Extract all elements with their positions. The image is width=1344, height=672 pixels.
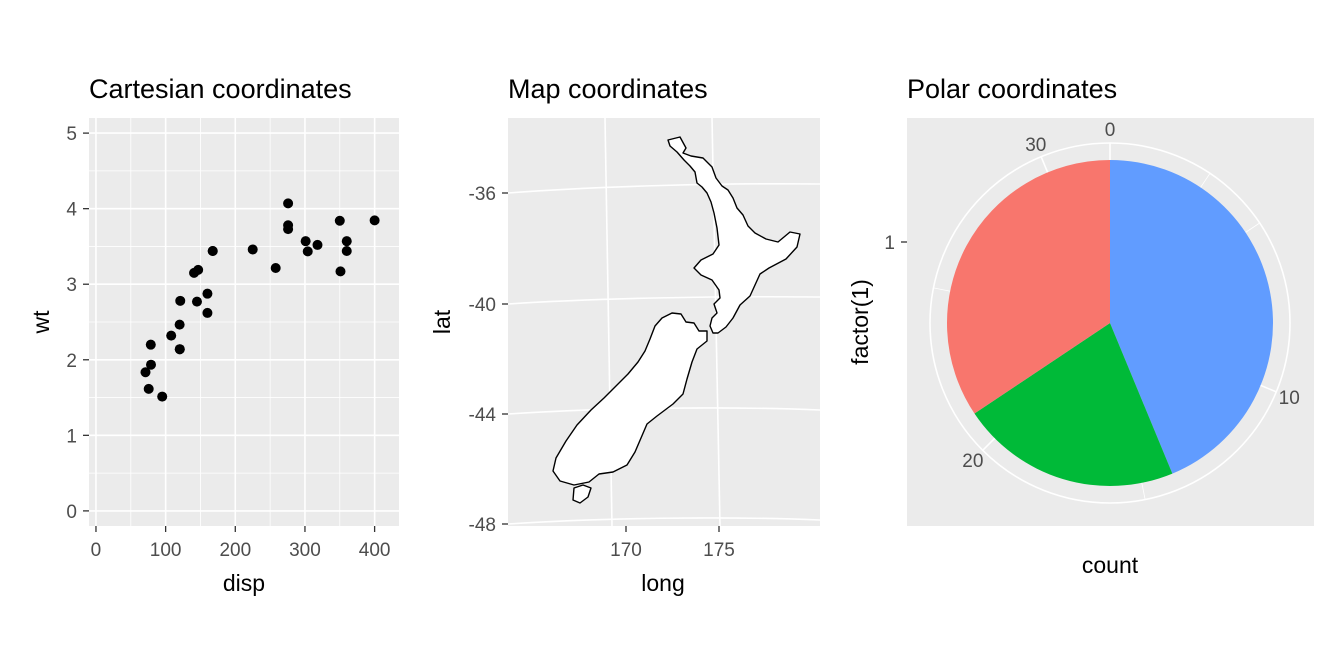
data-point	[300, 236, 311, 247]
map-tick-label-x: 170	[610, 540, 642, 561]
stewart-island-shape	[572, 484, 592, 504]
polar-tick-label-y: 1	[884, 233, 895, 254]
data-point	[146, 359, 156, 370]
data-point	[202, 288, 213, 299]
polar-tick-label: 0	[1105, 120, 1116, 141]
data-point	[202, 307, 213, 318]
cartesian-tick-label-x: 200	[219, 540, 251, 561]
south-island-shape	[552, 312, 708, 486]
data-point	[247, 244, 258, 255]
data-point	[166, 330, 177, 341]
cartesian-tick-label-y: 3	[66, 275, 77, 296]
cartesian-tick-label-x: 300	[289, 540, 321, 561]
cartesian-tick-label-x: 0	[91, 540, 102, 561]
new-zealand-map	[552, 136, 801, 504]
map-xlabel: long	[641, 570, 684, 596]
map-ticks: 170 175 -36 -40 -44 -48	[469, 184, 735, 561]
data-point	[302, 246, 313, 257]
cartesian-tick-label-y: 0	[66, 502, 77, 523]
north-island-shape	[667, 136, 801, 334]
cartesian-tick-label-y: 4	[66, 200, 77, 221]
cartesian-title: Cartesian coordinates	[89, 74, 352, 104]
cartesian-ylabel: wt	[28, 310, 54, 335]
pie-slice	[1110, 160, 1274, 474]
polar-xlabel: count	[1082, 552, 1139, 578]
data-point	[207, 245, 218, 256]
data-point	[174, 319, 185, 330]
map-ylabel: lat	[429, 309, 455, 334]
cartesian-tick-label-y: 1	[66, 426, 77, 447]
polar-tick-label: 10	[1279, 388, 1300, 409]
data-point	[369, 215, 380, 226]
map-tick-label-y: -48	[469, 515, 496, 536]
data-point	[334, 215, 345, 226]
polar-slices	[947, 160, 1274, 487]
data-point	[175, 295, 186, 306]
data-point	[335, 266, 346, 277]
cartesian-tick-label-y: 2	[66, 351, 77, 372]
data-point	[270, 262, 281, 273]
data-point	[157, 391, 168, 402]
polar-tick-label: 30	[1025, 135, 1046, 156]
cartesian-plot: Cartesian coordinates 0 100 200 300 400 0 1 2 3 4…	[28, 74, 399, 596]
cartesian-xlabel: disp	[223, 570, 265, 596]
polar-ticks: 0 10 20 30 1	[884, 120, 1299, 472]
pie-slice	[947, 160, 1110, 414]
map-gridline-lat-48	[507, 517, 821, 525]
data-point	[145, 339, 156, 350]
data-point	[283, 198, 294, 209]
data-point	[189, 267, 200, 278]
map-tick-label-y: -36	[469, 184, 496, 205]
data-point	[341, 245, 352, 256]
map-tick-label-y: -44	[469, 405, 497, 426]
cartesian-tick-label-x: 400	[359, 540, 391, 561]
map-gridline-lat-36	[507, 183, 821, 194]
map-tick-label-y: -40	[469, 295, 496, 316]
map-plot: Map coordinates 170 175-36-40-44-48 long …	[429, 74, 821, 596]
data-point	[174, 344, 185, 355]
cartesian-tick-label-y: 5	[66, 124, 77, 145]
map-title: Map coordinates	[508, 74, 708, 104]
polar-tick-label: 20	[962, 451, 983, 472]
cartesian-points	[140, 198, 380, 402]
data-point	[341, 236, 352, 247]
data-point	[191, 296, 202, 307]
polar-ylabel: factor(1)	[847, 279, 873, 365]
map-gridline-lat-40	[507, 295, 821, 305]
map-tick-label-x: 175	[703, 540, 735, 561]
data-point	[143, 383, 154, 394]
polar-plot: Polar coordinates 0 10 20 30 1 count factor(…	[847, 74, 1314, 578]
polar-title: Polar coordinates	[907, 74, 1117, 104]
cartesian-ticks: 0 100 200 300 400 0 1 2 3 4 5	[66, 124, 390, 561]
data-point	[140, 367, 151, 378]
cartesian-grid	[89, 118, 399, 526]
data-point	[312, 239, 323, 250]
cartesian-tick-label-x: 100	[150, 540, 182, 561]
data-point	[283, 220, 294, 231]
pie-slice	[974, 323, 1173, 487]
